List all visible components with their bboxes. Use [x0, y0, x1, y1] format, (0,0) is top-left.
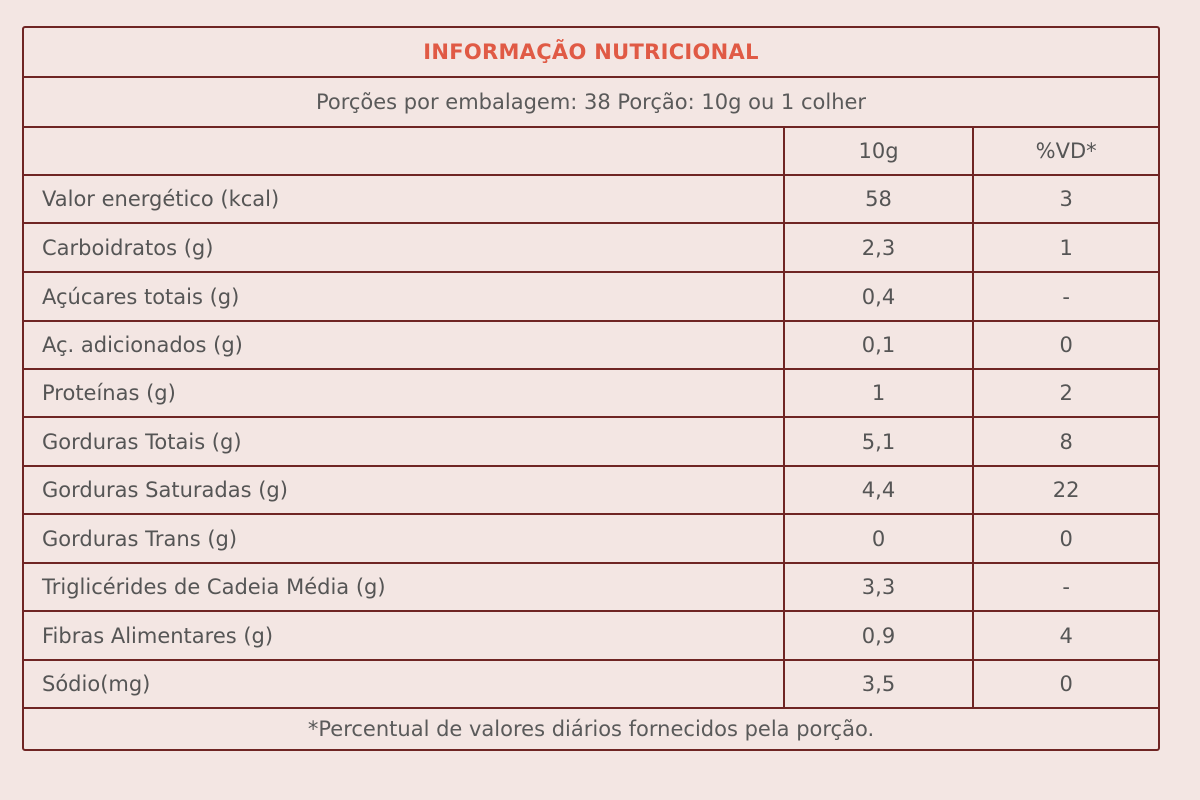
nutrient-vd: 0 [972, 322, 1158, 368]
nutrient-value: 0 [782, 515, 973, 562]
table-row: Proteínas (g) 1 2 [24, 370, 1158, 418]
nutrient-name: Carboidratos (g) [42, 235, 214, 260]
table-row: Fibras Alimentares (g) 0,9 4 [24, 612, 1158, 661]
footnote-row: *Percentual de valores diários fornecido… [24, 709, 1158, 749]
nutrient-value: 3,5 [782, 661, 973, 707]
nutrient-vd: 0 [972, 515, 1158, 562]
table-row: Aç. adicionados (g) 0,1 0 [24, 322, 1158, 370]
table-row: Sódio(mg) 3,5 0 [24, 661, 1158, 709]
table-title: INFORMAÇÃO NUTRICIONAL [423, 40, 759, 64]
table-row: Gorduras Totais (g) 5,1 8 [24, 418, 1158, 467]
nutrient-value: 5,1 [782, 418, 973, 465]
table-row: Carboidratos (g) 2,3 1 [24, 224, 1158, 273]
nutrient-name: Sódio(mg) [42, 672, 151, 696]
nutrient-vd: 4 [972, 612, 1158, 659]
nutrient-name: Gorduras Saturadas (g) [42, 478, 288, 502]
nutrient-value: 0,1 [782, 322, 973, 368]
header-value-cell: 10g [782, 128, 973, 174]
nutrient-value: 3,3 [782, 564, 973, 610]
nutrient-value: 4,4 [782, 467, 973, 513]
nutrient-name: Aç. adicionados (g) [42, 333, 243, 357]
header-vd-cell: %VD* [972, 128, 1158, 174]
nutrient-name: Gorduras Trans (g) [42, 526, 238, 551]
nutrient-vd: 22 [972, 467, 1158, 513]
nutrient-name: Açúcares totais (g) [42, 284, 240, 309]
table-row: Valor energético (kcal) 58 3 [24, 176, 1158, 224]
nutrient-name: Valor energético (kcal) [42, 187, 280, 211]
nutrient-name: Triglicérides de Cadeia Média (g) [42, 575, 386, 599]
nutrient-vd: 0 [972, 661, 1158, 707]
nutrition-table: INFORMAÇÃO NUTRICIONAL Porções por embal… [22, 26, 1160, 751]
nutrient-value: 2,3 [782, 224, 973, 271]
header-row: 10g %VD* [24, 128, 1158, 176]
nutrient-vd: - [972, 273, 1158, 320]
nutrient-value: 1 [782, 370, 973, 416]
footnote-text: *Percentual de valores diários fornecido… [307, 717, 875, 741]
nutrient-vd: - [972, 564, 1158, 610]
nutrient-value: 0,4 [782, 273, 973, 320]
header-name-cell [24, 128, 783, 174]
portions-text: Porções por embalagem: 38 Porção: 10g ou… [315, 90, 867, 114]
nutrient-vd: 2 [972, 370, 1158, 416]
nutrient-vd: 1 [972, 224, 1158, 271]
nutrient-value: 58 [782, 176, 973, 222]
nutrient-name: Proteínas (g) [42, 381, 176, 405]
table-row: Gorduras Trans (g) 0 0 [24, 515, 1158, 564]
nutrient-name: Gorduras Totais (g) [42, 429, 242, 454]
table-row: Triglicérides de Cadeia Média (g) 3,3 - [24, 564, 1158, 612]
nutrient-value: 0,9 [782, 612, 973, 659]
table-row: Açúcares totais (g) 0,4 - [24, 273, 1158, 322]
nutrient-vd: 3 [972, 176, 1158, 222]
portions-row: Porções por embalagem: 38 Porção: 10g ou… [24, 78, 1158, 128]
nutrient-name: Fibras Alimentares (g) [42, 623, 274, 648]
table-row: Gorduras Saturadas (g) 4,4 22 [24, 467, 1158, 515]
table-title-row: INFORMAÇÃO NUTRICIONAL [24, 28, 1158, 78]
nutrient-vd: 8 [972, 418, 1158, 465]
